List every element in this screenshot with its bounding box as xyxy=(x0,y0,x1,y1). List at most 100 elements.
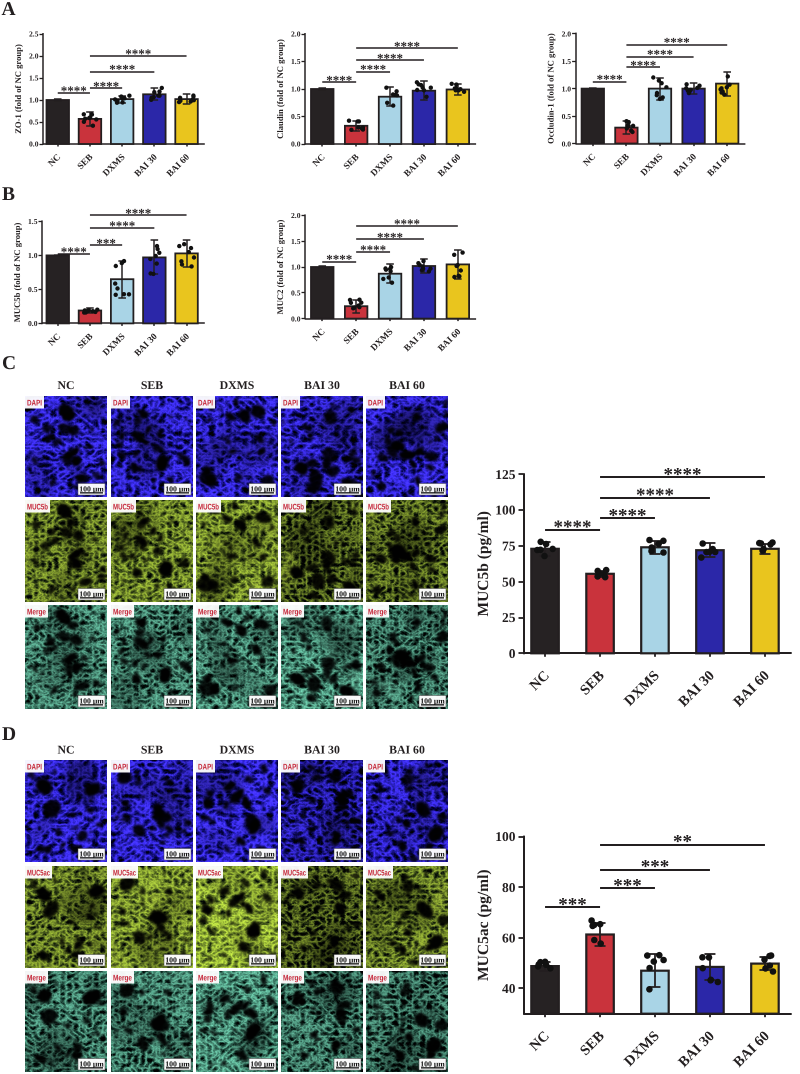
svg-text:****: **** xyxy=(61,83,87,98)
svg-text:2.0: 2.0 xyxy=(29,52,39,61)
svg-text:60: 60 xyxy=(502,930,516,945)
svg-text:DXMS: DXMS xyxy=(220,378,255,392)
svg-text:MUC5b (fold of NC group): MUC5b (fold of NC group) xyxy=(12,222,22,322)
svg-text:1.5: 1.5 xyxy=(28,217,38,226)
svg-text:MUC5ac (pg/ml): MUC5ac (pg/ml) xyxy=(475,869,492,981)
svg-text:100 μm: 100 μm xyxy=(420,696,445,705)
svg-text:BAI 60: BAI 60 xyxy=(389,378,425,392)
svg-text:0.5: 0.5 xyxy=(28,285,38,294)
svg-text:DAPI: DAPI xyxy=(113,763,128,772)
svg-text:Merge: Merge xyxy=(368,608,387,617)
svg-text:100 μm: 100 μm xyxy=(250,955,275,964)
svg-text:0.5: 0.5 xyxy=(291,289,301,298)
svg-text:MUC5b: MUC5b xyxy=(283,503,304,512)
svg-text:MUC5b: MUC5b xyxy=(27,503,48,512)
svg-text:2.0: 2.0 xyxy=(291,30,301,39)
svg-text:1.5: 1.5 xyxy=(29,74,39,83)
svg-text:****: **** xyxy=(664,35,690,50)
svg-text:Merge: Merge xyxy=(198,608,217,617)
svg-text:NC: NC xyxy=(57,378,74,392)
svg-text:BAI 30: BAI 30 xyxy=(304,743,340,757)
svg-text:100 μm: 100 μm xyxy=(250,696,275,705)
svg-text:MUC5b: MUC5b xyxy=(113,503,134,512)
svg-text:50: 50 xyxy=(502,574,516,589)
svg-text:****: **** xyxy=(647,47,673,62)
svg-text:100 μm: 100 μm xyxy=(335,484,360,493)
svg-text:****: **** xyxy=(93,78,119,93)
svg-text:2.0: 2.0 xyxy=(562,29,572,38)
svg-text:100 μm: 100 μm xyxy=(250,1059,275,1068)
svg-text:100 μm: 100 μm xyxy=(165,484,190,493)
svg-text:Merge: Merge xyxy=(198,974,217,983)
svg-text:1.5: 1.5 xyxy=(291,57,301,66)
svg-text:****: **** xyxy=(326,72,352,87)
svg-text:25: 25 xyxy=(502,610,516,625)
svg-text:1.5: 1.5 xyxy=(291,237,301,246)
svg-text:100 μm: 100 μm xyxy=(420,589,445,598)
svg-text:****: **** xyxy=(394,39,420,54)
svg-text:****: **** xyxy=(61,244,87,259)
svg-text:1.5: 1.5 xyxy=(562,57,572,66)
svg-text:DAPI: DAPI xyxy=(368,399,383,408)
svg-text:DAPI: DAPI xyxy=(198,763,213,772)
svg-text:MUC2 (fold of NC group): MUC2 (fold of NC group) xyxy=(275,219,285,314)
svg-text:100: 100 xyxy=(495,829,516,844)
svg-text:0.0: 0.0 xyxy=(29,140,39,149)
svg-text:100 μm: 100 μm xyxy=(335,1059,360,1068)
svg-text:100: 100 xyxy=(495,503,516,518)
svg-text:***: *** xyxy=(641,857,670,878)
svg-text:0.0: 0.0 xyxy=(562,139,572,148)
svg-text:***: *** xyxy=(96,235,116,250)
svg-text:100 μm: 100 μm xyxy=(420,1059,445,1068)
svg-text:0.0: 0.0 xyxy=(291,314,301,323)
svg-text:MUC5ac: MUC5ac xyxy=(368,869,391,878)
svg-text:40: 40 xyxy=(502,981,516,996)
svg-text:Merge: Merge xyxy=(368,974,387,983)
svg-text:****: **** xyxy=(664,464,702,485)
svg-text:100 μm: 100 μm xyxy=(165,696,190,705)
svg-text:****: **** xyxy=(609,505,647,526)
svg-text:****: **** xyxy=(125,205,151,220)
svg-text:100 μm: 100 μm xyxy=(420,484,445,493)
svg-text:****: **** xyxy=(597,72,623,87)
svg-text:0.0: 0.0 xyxy=(28,319,38,328)
svg-text:****: **** xyxy=(125,46,151,61)
svg-text:2.0: 2.0 xyxy=(291,211,301,220)
svg-text:A: A xyxy=(2,0,16,20)
svg-text:****: **** xyxy=(377,51,403,66)
svg-text:100 μm: 100 μm xyxy=(79,1059,104,1068)
svg-text:80: 80 xyxy=(502,880,516,895)
svg-text:0.5: 0.5 xyxy=(562,112,572,121)
svg-text:100 μm: 100 μm xyxy=(165,849,190,858)
svg-text:75: 75 xyxy=(502,539,516,554)
svg-text:0.0: 0.0 xyxy=(291,140,301,149)
svg-text:100 μm: 100 μm xyxy=(79,955,104,964)
svg-text:MUC5b: MUC5b xyxy=(368,503,389,512)
svg-text:**: ** xyxy=(673,832,692,853)
svg-text:100 μm: 100 μm xyxy=(79,589,104,598)
svg-text:100 μm: 100 μm xyxy=(420,955,445,964)
svg-text:***: *** xyxy=(558,894,587,915)
svg-text:DAPI: DAPI xyxy=(198,399,213,408)
svg-text:DAPI: DAPI xyxy=(283,763,298,772)
svg-text:****: **** xyxy=(360,242,386,257)
svg-text:****: **** xyxy=(554,517,592,538)
svg-text:100 μm: 100 μm xyxy=(165,1059,190,1068)
svg-text:B: B xyxy=(2,184,15,205)
svg-text:DAPI: DAPI xyxy=(368,763,383,772)
svg-text:100 μm: 100 μm xyxy=(250,589,275,598)
svg-text:MUC5ac: MUC5ac xyxy=(27,869,50,878)
svg-text:0: 0 xyxy=(509,646,516,661)
svg-text:MUC5b (pg/ml): MUC5b (pg/ml) xyxy=(475,511,492,616)
svg-text:MUC5ac: MUC5ac xyxy=(283,869,306,878)
svg-text:MUC5b: MUC5b xyxy=(198,503,219,512)
svg-text:100 μm: 100 μm xyxy=(335,955,360,964)
svg-text:1.0: 1.0 xyxy=(29,96,39,105)
svg-text:100 μm: 100 μm xyxy=(165,955,190,964)
svg-text:****: **** xyxy=(109,62,135,77)
svg-text:100 μm: 100 μm xyxy=(335,696,360,705)
svg-text:Merge: Merge xyxy=(283,608,302,617)
svg-text:****: **** xyxy=(630,57,656,72)
svg-text:1.0: 1.0 xyxy=(291,263,301,272)
svg-text:1.0: 1.0 xyxy=(562,84,572,93)
